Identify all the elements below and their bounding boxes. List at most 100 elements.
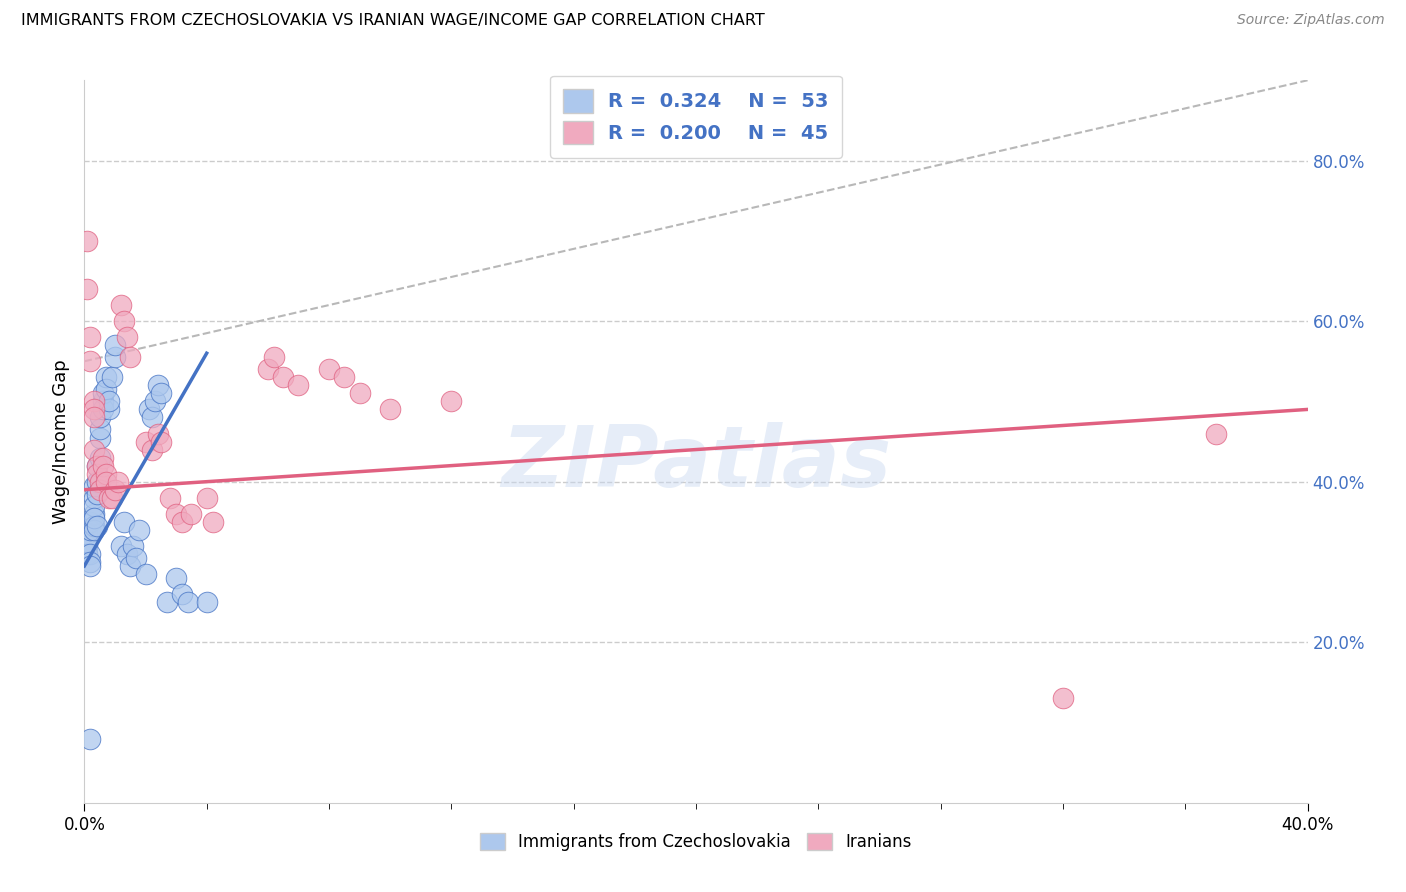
Point: [76, 534, 98, 549]
Point: [287, 378, 309, 392]
Point: [135, 567, 157, 582]
Point: [159, 491, 181, 505]
Point: [91, 402, 114, 417]
Point: [94, 382, 117, 396]
Point: [120, 350, 142, 364]
Point: [172, 515, 194, 529]
Point: [165, 507, 187, 521]
Point: [107, 475, 129, 489]
Point: [115, 330, 138, 344]
Point: [104, 338, 127, 352]
Point: [76, 526, 98, 541]
Point: [89, 422, 111, 436]
Point: [86, 475, 108, 489]
Point: [94, 467, 117, 481]
Point: [128, 523, 150, 537]
Text: ZIPatlas: ZIPatlas: [501, 422, 891, 505]
Point: [83, 410, 105, 425]
Point: [91, 394, 114, 409]
Point: [83, 442, 105, 457]
Text: IMMIGRANTS FROM CZECHOSLOVAKIA VS IRANIAN WAGE/INCOME GAP CORRELATION CHART: IMMIGRANTS FROM CZECHOSLOVAKIA VS IRANIA…: [21, 13, 765, 29]
Point: [89, 410, 111, 425]
Point: [165, 571, 187, 585]
Point: [86, 458, 108, 473]
Point: [440, 394, 463, 409]
Point: [83, 510, 105, 524]
Point: [79, 555, 101, 569]
Point: [112, 515, 135, 529]
Point: [83, 394, 105, 409]
Point: [79, 731, 101, 746]
Point: [83, 499, 105, 513]
Point: [76, 547, 98, 561]
Point: [271, 370, 294, 384]
Point: [76, 282, 98, 296]
Point: [104, 483, 127, 497]
Point: [110, 298, 132, 312]
Point: [1052, 691, 1074, 706]
Point: [110, 539, 132, 553]
Point: [180, 507, 202, 521]
Point: [101, 491, 124, 505]
Point: [125, 550, 148, 566]
Point: [79, 547, 101, 561]
Point: [89, 430, 111, 444]
Point: [83, 402, 105, 417]
Point: [94, 475, 117, 489]
Point: [89, 450, 111, 465]
Point: [79, 523, 101, 537]
Point: [83, 478, 105, 492]
Point: [97, 402, 120, 417]
Point: [172, 587, 194, 601]
Point: [89, 475, 111, 489]
Point: [122, 539, 145, 553]
Point: [112, 314, 135, 328]
Point: [97, 491, 120, 505]
Point: [83, 507, 105, 521]
Point: [97, 394, 120, 409]
Point: [120, 558, 142, 574]
Point: [195, 595, 218, 609]
Point: [79, 515, 101, 529]
Point: [91, 450, 114, 465]
Point: [83, 523, 105, 537]
Point: [257, 362, 280, 376]
Point: [86, 467, 108, 481]
Point: [91, 458, 114, 473]
Point: [76, 539, 98, 553]
Point: [86, 458, 108, 473]
Point: [104, 350, 127, 364]
Point: [83, 491, 105, 505]
Point: [89, 483, 111, 497]
Point: [138, 402, 160, 417]
Point: [149, 434, 172, 449]
Point: [135, 434, 157, 449]
Point: [141, 442, 163, 457]
Point: [195, 491, 218, 505]
Point: [146, 426, 169, 441]
Point: [143, 394, 166, 409]
Point: [91, 386, 114, 401]
Point: [141, 410, 163, 425]
Point: [115, 547, 138, 561]
Legend: Immigrants from Czechoslovakia, Iranians: Immigrants from Czechoslovakia, Iranians: [471, 825, 921, 860]
Point: [94, 370, 117, 384]
Point: [318, 362, 340, 376]
Point: [149, 386, 172, 401]
Point: [79, 558, 101, 574]
Point: [1205, 426, 1227, 441]
Point: [349, 386, 371, 401]
Point: [156, 595, 179, 609]
Point: [76, 234, 98, 248]
Point: [201, 515, 224, 529]
Point: [263, 350, 285, 364]
Point: [86, 486, 108, 500]
Y-axis label: Wage/Income Gap: Wage/Income Gap: [52, 359, 70, 524]
Point: [177, 595, 200, 609]
Point: [79, 354, 101, 368]
Point: [79, 330, 101, 344]
Point: [146, 378, 169, 392]
Text: Source: ZipAtlas.com: Source: ZipAtlas.com: [1237, 13, 1385, 28]
Point: [83, 518, 105, 533]
Point: [86, 518, 108, 533]
